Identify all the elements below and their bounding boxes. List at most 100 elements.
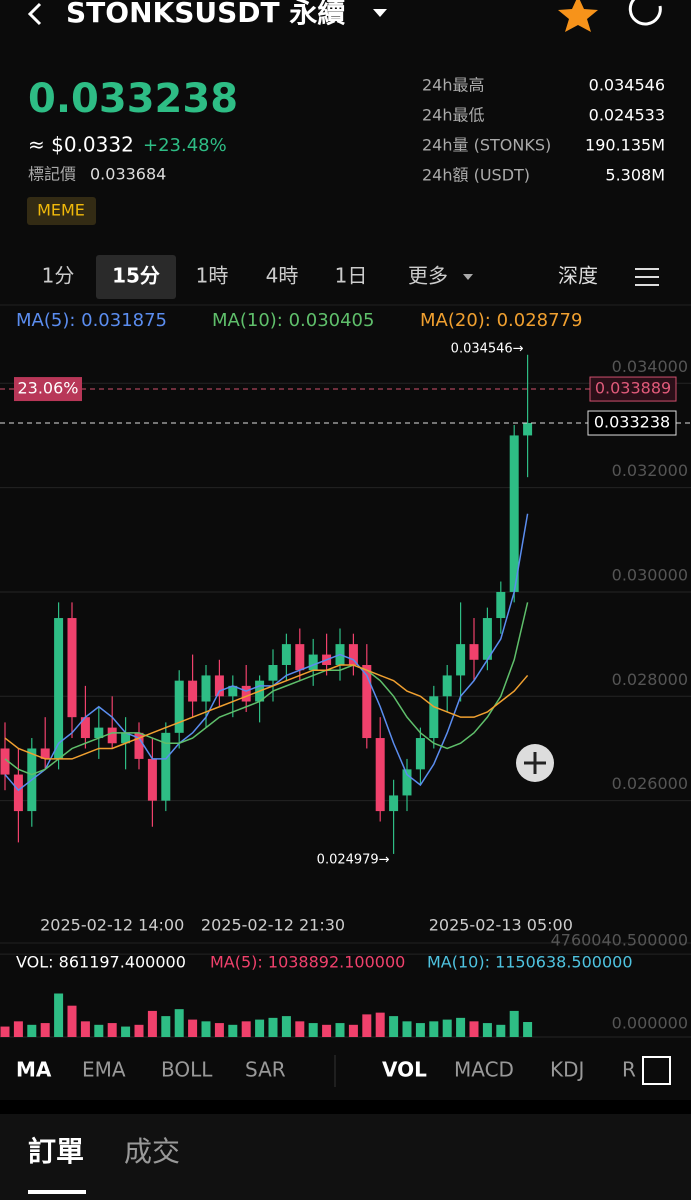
- candle-body: [496, 591, 506, 619]
- volume-bar: [201, 1021, 211, 1037]
- interval-tab[interactable]: 1時: [196, 264, 229, 288]
- volume-bar: [241, 1021, 251, 1037]
- candle-body: [469, 644, 479, 660]
- favorite-star[interactable]: [558, 0, 598, 32]
- indicator-tab[interactable]: EMA: [82, 1058, 126, 1082]
- volume-bar: [456, 1017, 466, 1037]
- cursor-price-box: [589, 376, 677, 402]
- candle-body: [523, 423, 533, 436]
- volume-bar: [322, 1024, 332, 1037]
- volume-bar: [0, 1026, 10, 1037]
- volume-bar: [281, 1016, 291, 1037]
- candle-body: [308, 654, 318, 671]
- interval-tab[interactable]: 1日: [335, 264, 368, 288]
- change-pct-label: 23.06%: [17, 379, 78, 398]
- volume-bar: [389, 1016, 399, 1037]
- volume-bar: [13, 1021, 23, 1037]
- settings-icon[interactable]: [635, 268, 659, 286]
- indicator-tab[interactable]: KDJ: [550, 1058, 584, 1082]
- candle-body: [456, 644, 466, 676]
- interval-tab[interactable]: 15分: [112, 264, 160, 288]
- stat-value: 5.308M: [605, 166, 665, 185]
- interval-tab[interactable]: 4時: [266, 264, 299, 288]
- candle-body: [80, 717, 90, 739]
- candle-body: [67, 618, 77, 718]
- volume-bar: [402, 1021, 412, 1037]
- indicator-tab[interactable]: BOLL: [161, 1058, 213, 1082]
- fullscreen-button[interactable]: [642, 1056, 671, 1085]
- share-button[interactable]: [628, 0, 662, 26]
- volume-bar: [188, 1019, 198, 1037]
- candle-body: [482, 618, 492, 660]
- volume-bar: [80, 1021, 90, 1037]
- vol-ma10-legend: MA(10): 1150638.500000: [427, 953, 633, 972]
- volume-bar: [174, 1009, 184, 1037]
- candle-body: [402, 769, 412, 796]
- volume-bar: [27, 1024, 37, 1037]
- volume-bar: [509, 1010, 519, 1037]
- indicator-tab[interactable]: MACD: [454, 1058, 514, 1082]
- stat-value: 0.034546: [589, 76, 665, 95]
- candle-body: [121, 732, 131, 744]
- candle-body: [415, 738, 425, 770]
- candle-body: [429, 696, 439, 739]
- volume-bar: [121, 1026, 131, 1037]
- indicator-tab[interactable]: VOL: [382, 1058, 427, 1082]
- volume-bar: [134, 1024, 144, 1037]
- mark-price: 0.033684: [90, 165, 166, 184]
- ma10-legend: MA(10): 0.030405: [212, 310, 374, 331]
- last-price-label: 0.033238: [594, 413, 670, 432]
- volume-bar: [268, 1017, 278, 1037]
- volume-bar: [482, 1023, 492, 1037]
- tab-underline: [28, 1190, 86, 1194]
- stat-label: 24h最低: [422, 106, 485, 125]
- candle-body: [147, 758, 157, 801]
- candle-body: [40, 748, 50, 759]
- ma-line: [4, 602, 529, 776]
- dropdown-arrow: [373, 9, 387, 17]
- y-tick-label: 0.030000: [612, 565, 688, 584]
- indicator-tab[interactable]: R: [622, 1058, 636, 1082]
- volume-bar: [442, 1019, 452, 1037]
- stat-value: 190.135M: [585, 136, 665, 155]
- tag-bg: [27, 197, 96, 225]
- tag[interactable]: MEME: [37, 201, 85, 220]
- volume-bar: [40, 1023, 50, 1037]
- volume-bar: [54, 993, 64, 1037]
- candle-body: [54, 618, 64, 759]
- interval-tab[interactable]: 更多: [408, 264, 448, 288]
- indicator-tab[interactable]: SAR: [245, 1058, 286, 1082]
- volume-bar: [107, 1023, 117, 1037]
- vol-tick-label: 4760040.500000: [551, 931, 688, 950]
- candle-body: [375, 738, 385, 812]
- bottom-tab[interactable]: 訂單: [28, 1135, 84, 1168]
- candle-body: [362, 665, 372, 739]
- cursor-price-label: 0.033889: [595, 379, 671, 398]
- candle-body: [174, 680, 184, 733]
- last-price-box: [587, 410, 677, 436]
- symbol-title[interactable]: STONKSUSDT 永續: [66, 0, 345, 29]
- bottom-tab[interactable]: 成交: [124, 1135, 180, 1168]
- volume-bar: [295, 1021, 305, 1037]
- stat-label: 24h額 (USDT): [422, 166, 530, 185]
- interval-tab[interactable]: 1分: [42, 264, 75, 288]
- crosshair-plus: [524, 752, 546, 774]
- ma-line: [4, 664, 529, 760]
- gap: [0, 1100, 691, 1114]
- volume-bar: [94, 1024, 104, 1037]
- candle-body: [268, 665, 278, 681]
- indicator-tab[interactable]: MA: [16, 1058, 52, 1082]
- volume-bar: [415, 1023, 425, 1037]
- candle-body: [295, 644, 305, 671]
- volume-bar: [308, 1023, 318, 1037]
- mark-label: 標記價: [28, 165, 76, 184]
- x-tick-label: 2025-02-12 14:00: [40, 916, 184, 935]
- volume-bar: [348, 1024, 358, 1037]
- pct-badge: [14, 377, 82, 402]
- volume-bar: [335, 1023, 345, 1037]
- back-button[interactable]: [27, 2, 42, 26]
- volume-bar: [523, 1022, 533, 1037]
- depth-tab[interactable]: 深度: [558, 264, 598, 288]
